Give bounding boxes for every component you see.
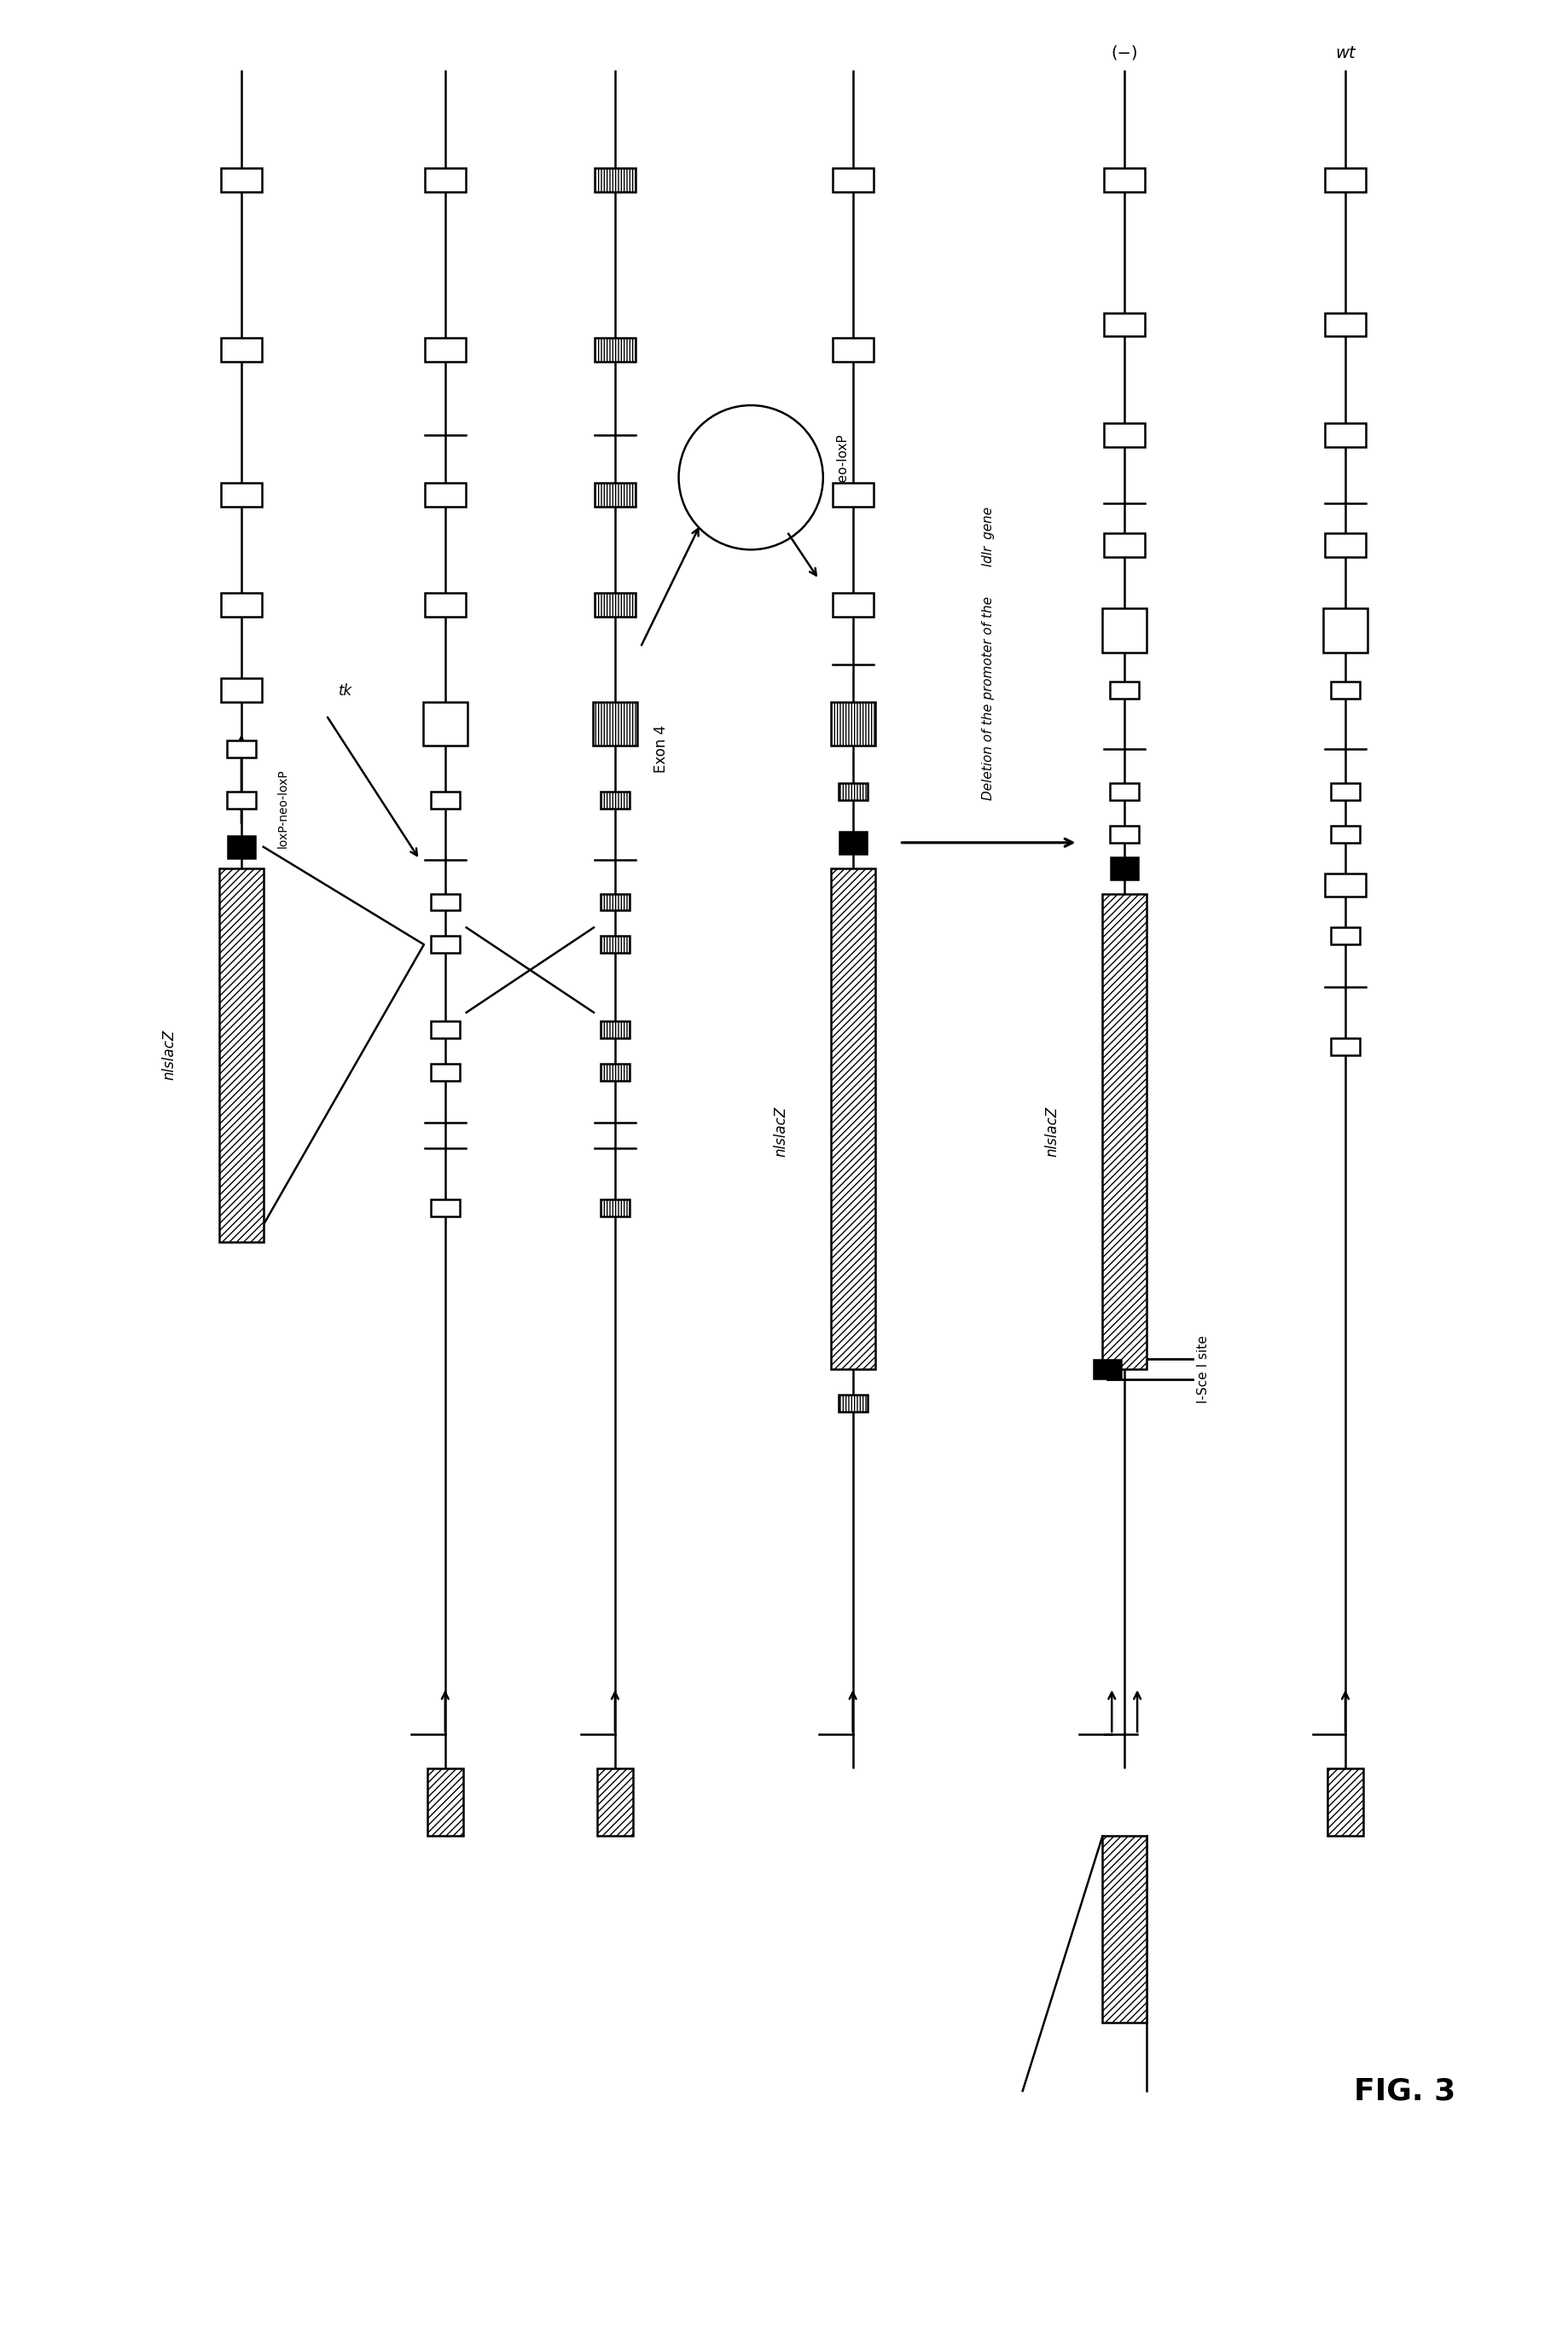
Bar (221, 482, 262, 505)
Bar (1325, 169, 1366, 193)
Bar (839, 783, 867, 799)
Bar (601, 936, 629, 952)
Bar (425, 169, 466, 193)
Text: wt: wt (1336, 45, 1355, 61)
Bar (431, 1020, 459, 1037)
Text: (−): (−) (1112, 45, 1138, 61)
Bar (431, 893, 459, 910)
Text: FIG. 3: FIG. 3 (1353, 2076, 1455, 2106)
Bar (1325, 872, 1366, 898)
Bar (431, 792, 459, 809)
Bar (594, 169, 635, 193)
Bar (1102, 893, 1146, 1368)
Bar (1104, 423, 1145, 447)
Bar (601, 1020, 629, 1037)
Bar (1112, 858, 1138, 879)
Bar (831, 868, 875, 1368)
Bar (1110, 682, 1138, 698)
Bar (431, 1063, 459, 1081)
Bar (833, 482, 873, 505)
Bar (1110, 783, 1138, 799)
Bar (833, 169, 873, 193)
Bar (601, 893, 629, 910)
Bar (1104, 169, 1145, 193)
Text: neo-loxP: neo-loxP (836, 433, 848, 489)
Bar (227, 792, 256, 809)
Bar (431, 1199, 459, 1215)
Bar (1110, 825, 1138, 842)
Bar (221, 169, 262, 193)
Bar (1102, 1836, 1146, 2022)
Text: loxP-neo-loxP: loxP-neo-loxP (278, 769, 289, 849)
Bar (839, 832, 867, 853)
Bar (601, 1063, 629, 1081)
Bar (601, 792, 629, 809)
Text: tk: tk (339, 682, 353, 698)
Bar (597, 1768, 633, 1836)
Bar (594, 482, 635, 505)
Bar (428, 1768, 463, 1836)
Bar (833, 592, 873, 616)
Text: Deletion of the promoter of the           ldlr  gene: Deletion of the promoter of the ldlr gen… (982, 505, 996, 799)
Bar (1331, 783, 1359, 799)
Bar (1331, 1037, 1359, 1056)
Bar (593, 701, 637, 745)
Bar (594, 592, 635, 616)
Bar (221, 677, 262, 701)
Bar (1323, 609, 1367, 654)
Bar (1331, 825, 1359, 842)
Bar (1102, 609, 1146, 654)
Bar (833, 339, 873, 362)
Bar (1094, 1359, 1121, 1378)
Bar (1104, 313, 1145, 336)
Bar (1325, 313, 1366, 336)
Bar (1325, 423, 1366, 447)
Text: nlslacZ: nlslacZ (162, 1030, 177, 1079)
Text: nlslacZ: nlslacZ (773, 1105, 789, 1157)
Bar (221, 592, 262, 616)
Bar (1325, 534, 1366, 557)
Bar (425, 339, 466, 362)
Text: I-Sce I site: I-Sce I site (1196, 1335, 1209, 1404)
Bar (227, 741, 256, 757)
Text: Exon 4: Exon 4 (654, 724, 668, 773)
Bar (423, 701, 467, 745)
Bar (431, 936, 459, 952)
Bar (594, 339, 635, 362)
Bar (1104, 534, 1145, 557)
Bar (831, 701, 875, 745)
Bar (227, 837, 256, 858)
Bar (425, 592, 466, 616)
Bar (1328, 1768, 1363, 1836)
Bar (1331, 682, 1359, 698)
Bar (221, 339, 262, 362)
Bar (839, 1394, 867, 1411)
Bar (1331, 929, 1359, 945)
Bar (220, 868, 263, 1241)
Text: nlslacZ: nlslacZ (1044, 1105, 1060, 1157)
Bar (425, 482, 466, 505)
Bar (601, 1199, 629, 1215)
